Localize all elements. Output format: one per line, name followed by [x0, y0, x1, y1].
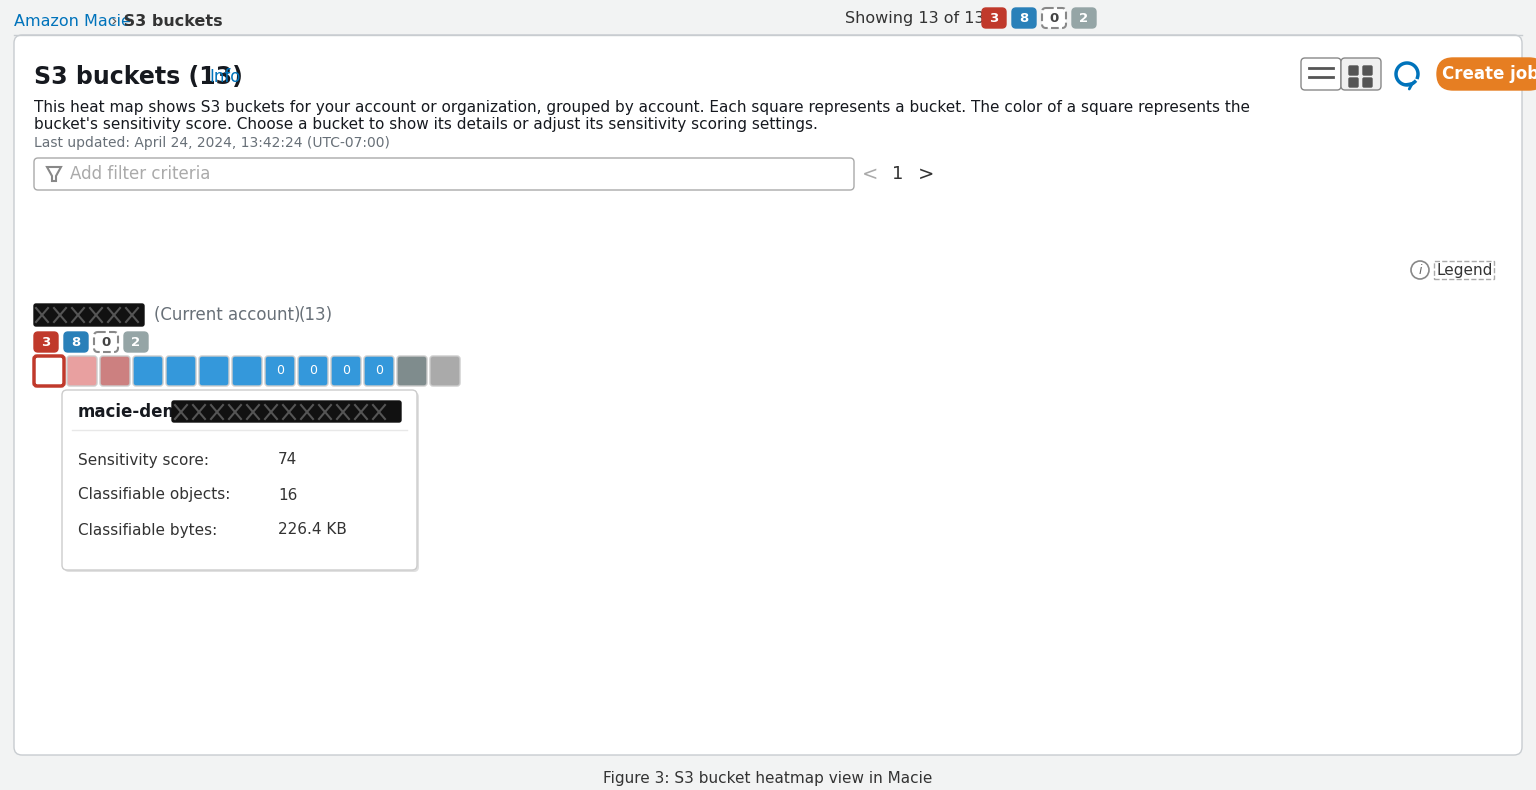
Text: 0: 0 [276, 364, 284, 378]
Text: (13): (13) [300, 306, 333, 324]
FancyBboxPatch shape [100, 356, 131, 386]
FancyBboxPatch shape [266, 356, 295, 386]
Text: 8: 8 [71, 336, 80, 348]
FancyBboxPatch shape [1438, 58, 1536, 90]
FancyBboxPatch shape [1362, 66, 1372, 75]
FancyBboxPatch shape [396, 356, 427, 386]
Text: 226.4 KB: 226.4 KB [278, 522, 347, 537]
Text: 3: 3 [41, 336, 51, 348]
FancyBboxPatch shape [65, 332, 88, 352]
Text: Sensitivity score:: Sensitivity score: [78, 453, 209, 468]
FancyBboxPatch shape [134, 356, 163, 386]
FancyBboxPatch shape [364, 356, 395, 386]
Text: Figure 3: S3 bucket heatmap view in Macie: Figure 3: S3 bucket heatmap view in Maci… [604, 770, 932, 785]
FancyBboxPatch shape [34, 158, 854, 190]
Text: 16: 16 [278, 487, 298, 502]
Text: Classifiable bytes:: Classifiable bytes: [78, 522, 217, 537]
Text: i: i [1418, 264, 1422, 276]
Text: 3: 3 [989, 12, 998, 24]
Text: Create job: Create job [1442, 65, 1536, 83]
Text: <: < [862, 164, 879, 183]
FancyBboxPatch shape [14, 35, 1522, 755]
Text: (Current account): (Current account) [154, 306, 301, 324]
Text: Info: Info [209, 68, 240, 86]
Text: Amazon Macie: Amazon Macie [14, 14, 131, 29]
FancyBboxPatch shape [298, 356, 329, 386]
FancyBboxPatch shape [982, 8, 1006, 28]
FancyBboxPatch shape [1341, 58, 1381, 90]
FancyBboxPatch shape [1041, 8, 1066, 28]
Text: >: > [919, 164, 934, 183]
FancyBboxPatch shape [1012, 8, 1035, 28]
Text: ›: › [106, 14, 123, 29]
Text: 0: 0 [101, 336, 111, 348]
Text: Classifiable objects:: Classifiable objects: [78, 487, 230, 502]
Text: This heat map shows S3 buckets for your account or organization, grouped by acco: This heat map shows S3 buckets for your … [34, 100, 1250, 115]
Text: S3 buckets (13): S3 buckets (13) [34, 65, 243, 89]
FancyBboxPatch shape [61, 390, 416, 570]
FancyBboxPatch shape [430, 356, 459, 386]
Text: Last updated: April 24, 2024, 13:42:24 (UTC-07:00): Last updated: April 24, 2024, 13:42:24 (… [34, 136, 390, 150]
FancyBboxPatch shape [34, 304, 144, 326]
Text: 1: 1 [892, 165, 903, 183]
Text: Legend: Legend [1436, 262, 1493, 277]
Text: 2: 2 [132, 336, 141, 348]
Text: 0: 0 [375, 364, 382, 378]
Text: S3 buckets: S3 buckets [118, 14, 223, 29]
FancyBboxPatch shape [1349, 66, 1358, 75]
FancyBboxPatch shape [34, 332, 58, 352]
FancyBboxPatch shape [68, 356, 97, 386]
FancyBboxPatch shape [34, 356, 65, 386]
FancyBboxPatch shape [200, 356, 229, 386]
FancyBboxPatch shape [330, 356, 361, 386]
FancyBboxPatch shape [232, 356, 263, 386]
FancyBboxPatch shape [1301, 58, 1341, 90]
FancyBboxPatch shape [1362, 78, 1372, 87]
FancyBboxPatch shape [166, 356, 197, 386]
Text: macie-demo-: macie-demo- [78, 403, 200, 421]
FancyBboxPatch shape [1349, 78, 1358, 87]
FancyBboxPatch shape [65, 392, 419, 572]
FancyBboxPatch shape [124, 332, 147, 352]
FancyBboxPatch shape [172, 401, 401, 422]
Text: 0: 0 [1049, 12, 1058, 24]
Text: 74: 74 [278, 453, 298, 468]
Text: bucket's sensitivity score. Choose a bucket to show its details or adjust its se: bucket's sensitivity score. Choose a buc… [34, 117, 817, 132]
Text: Add filter criteria: Add filter criteria [71, 165, 210, 183]
Text: 2: 2 [1080, 12, 1089, 24]
Text: 0: 0 [343, 364, 350, 378]
FancyBboxPatch shape [1072, 8, 1097, 28]
Text: 8: 8 [1020, 12, 1029, 24]
FancyBboxPatch shape [94, 332, 118, 352]
Text: Showing 13 of 13: Showing 13 of 13 [845, 11, 985, 26]
Text: 0: 0 [309, 364, 316, 378]
